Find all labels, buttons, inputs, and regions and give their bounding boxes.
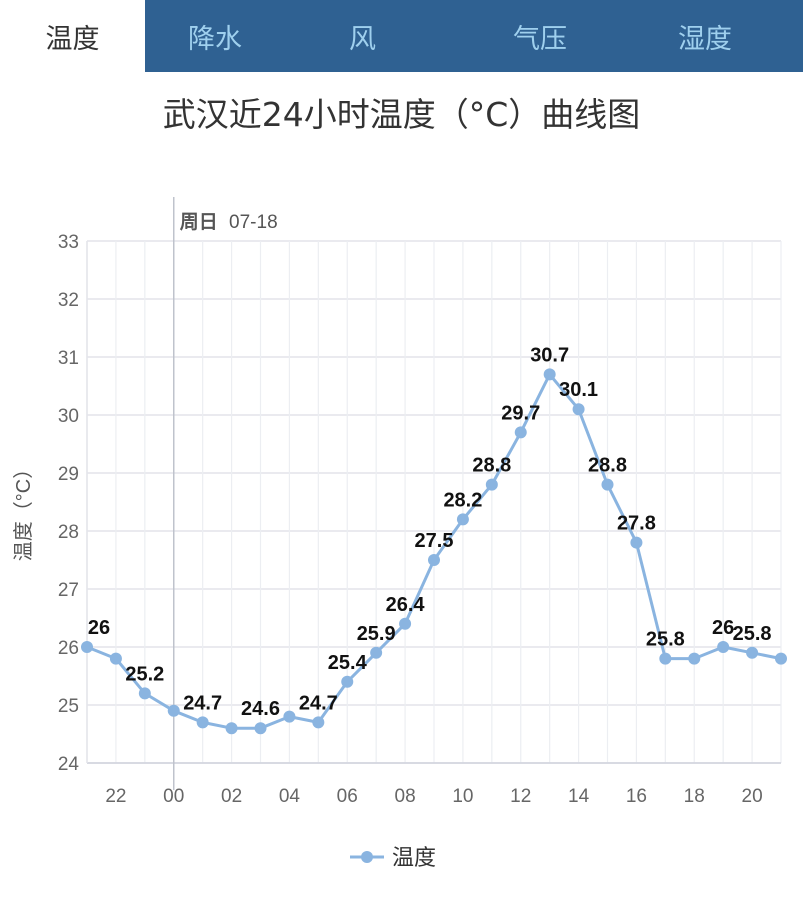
data-label: 26 [712, 617, 734, 639]
legend-item-temperature: 温度 [392, 845, 436, 870]
data-point[interactable] [196, 716, 209, 729]
data-label: 28.8 [588, 455, 627, 477]
data-label: 27.8 [617, 513, 656, 535]
y-tick-label: 29 [58, 464, 79, 485]
x-tick-label: 10 [452, 786, 473, 807]
data-label: 26 [88, 617, 110, 639]
chart-grid [86, 240, 782, 764]
data-point[interactable] [225, 722, 238, 735]
data-label: 24.7 [183, 692, 222, 714]
tab-bar: 温度 降水 风 气压 湿度 [0, 0, 803, 72]
x-tick-label: 00 [163, 786, 184, 807]
day-marker-label: 周日 07-18 [180, 211, 278, 233]
x-tick-label: 02 [221, 786, 242, 807]
tab-humidity[interactable]: 湿度 [678, 23, 732, 55]
data-point[interactable] [370, 646, 383, 659]
x-tick-label: 22 [105, 786, 126, 807]
y-tick-label: 31 [58, 348, 79, 369]
data-labels: 26 25.2 24.7 24.6 24.7 25.4 25.9 26.4 27.5 28.2 28… [88, 344, 772, 720]
data-label: 25.8 [733, 623, 772, 645]
y-axis-ticks: 24 25 26 27 28 29 30 31 32 33 [58, 232, 80, 775]
data-point[interactable] [254, 722, 267, 735]
x-tick-label: 06 [337, 786, 358, 807]
data-label: 24.7 [299, 692, 338, 714]
x-axis-ticks: 22 00 02 04 06 08 10 12 14 16 18 20 [105, 786, 762, 807]
data-label: 25.9 [357, 623, 396, 645]
day-marker-weekday: 周日 [180, 211, 218, 233]
y-axis-label: 温度（°C） [12, 459, 35, 561]
y-tick-label: 32 [58, 290, 79, 311]
data-point[interactable] [138, 687, 151, 700]
data-point[interactable] [543, 368, 556, 381]
data-label: 28.2 [443, 489, 482, 511]
x-tick-label: 04 [279, 786, 301, 807]
data-point[interactable] [167, 704, 180, 717]
data-label: 26.4 [386, 594, 426, 616]
data-label: 25.4 [328, 652, 368, 674]
tab-wind[interactable]: 风 [349, 23, 376, 55]
data-point[interactable] [283, 710, 296, 723]
data-label: 25.8 [646, 629, 685, 651]
data-point[interactable] [312, 716, 325, 729]
data-label: 29.7 [501, 402, 540, 424]
y-tick-label: 24 [58, 754, 80, 775]
y-tick-label: 30 [58, 406, 79, 427]
legend-marker-icon [361, 851, 373, 863]
data-point[interactable] [688, 652, 701, 665]
day-marker-date: 07-18 [229, 212, 278, 233]
data-label: 27.5 [415, 530, 454, 552]
data-label: 25.2 [125, 663, 164, 685]
data-point[interactable] [399, 617, 412, 630]
x-tick-label: 12 [510, 786, 531, 807]
legend[interactable]: 温度 [350, 845, 436, 870]
tab-pressure[interactable]: 气压 [513, 23, 567, 55]
y-tick-label: 33 [58, 232, 79, 253]
data-point[interactable] [428, 554, 440, 566]
data-point[interactable] [572, 403, 585, 416]
y-tick-label: 26 [58, 638, 79, 659]
series-temperature [81, 368, 787, 735]
y-tick-label: 28 [58, 522, 79, 543]
data-point[interactable] [601, 478, 614, 491]
data-label: 28.8 [472, 455, 511, 477]
data-label: 30.1 [559, 379, 598, 401]
x-tick-label: 16 [626, 786, 647, 807]
data-label: 30.7 [530, 344, 569, 366]
y-tick-label: 27 [58, 580, 79, 601]
data-point[interactable] [456, 513, 469, 526]
x-tick-label: 14 [568, 786, 590, 807]
data-point[interactable] [514, 426, 527, 439]
data-point[interactable] [485, 478, 498, 491]
data-point[interactable] [746, 646, 759, 659]
x-tick-label: 08 [395, 786, 416, 807]
data-point[interactable] [341, 675, 354, 688]
y-tick-label: 25 [58, 696, 79, 717]
chart-title: 武汉近24小时温度（°C）曲线图 [162, 95, 641, 134]
data-point[interactable] [630, 536, 643, 549]
data-point[interactable] [659, 652, 672, 665]
tab-temperature[interactable]: 温度 [0, 0, 145, 72]
x-tick-label: 18 [684, 786, 705, 807]
data-point[interactable] [717, 641, 730, 653]
data-label: 24.6 [241, 698, 280, 720]
data-point[interactable] [81, 641, 93, 653]
data-point[interactable] [109, 652, 122, 665]
data-point[interactable] [775, 652, 787, 665]
x-tick-label: 20 [742, 786, 763, 807]
tab-precipitation[interactable]: 降水 [188, 23, 242, 55]
